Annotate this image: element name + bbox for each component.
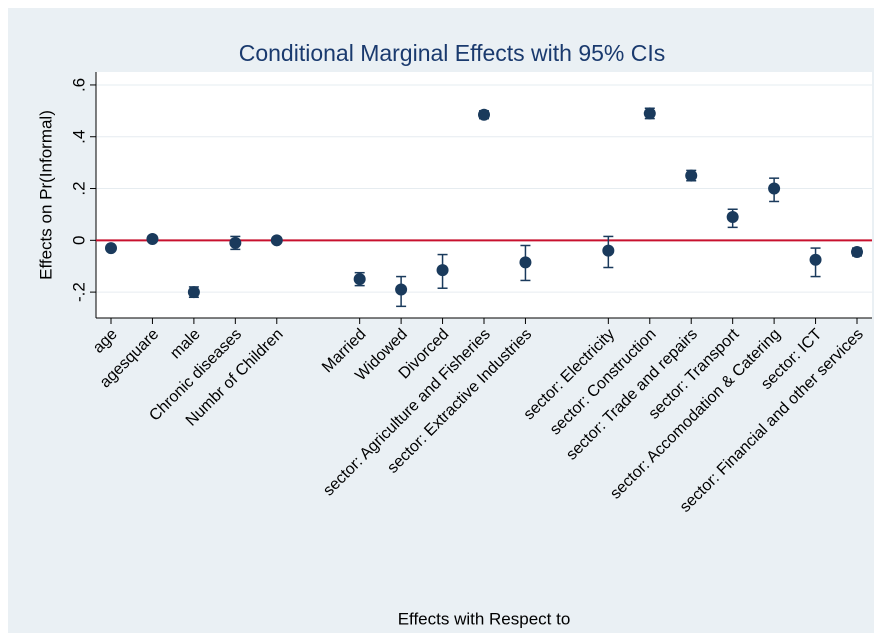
point xyxy=(353,273,366,286)
point xyxy=(768,182,781,195)
y-tick-label: .6 xyxy=(69,78,88,92)
point xyxy=(229,236,242,249)
point xyxy=(270,234,283,247)
point xyxy=(851,245,863,258)
point xyxy=(726,211,739,224)
point xyxy=(809,253,822,266)
point xyxy=(519,256,532,269)
point xyxy=(436,264,449,277)
point xyxy=(685,169,698,182)
y-tick-label: 0 xyxy=(69,236,88,245)
y-tick-label: .2 xyxy=(69,181,88,195)
point xyxy=(105,242,117,255)
y-tick-label: .4 xyxy=(69,130,88,144)
point xyxy=(602,244,615,257)
point xyxy=(643,107,656,120)
chart-title: Conditional Marginal Effects with 95% CI… xyxy=(239,40,666,66)
point xyxy=(478,108,490,121)
point xyxy=(395,283,408,296)
x-axis-title: Effects with Respect to xyxy=(398,609,571,628)
point xyxy=(146,233,159,246)
point xyxy=(187,286,200,299)
y-axis-title: Effects on Pr(Informal) xyxy=(36,110,55,280)
y-tick-label: -.2 xyxy=(69,282,88,302)
